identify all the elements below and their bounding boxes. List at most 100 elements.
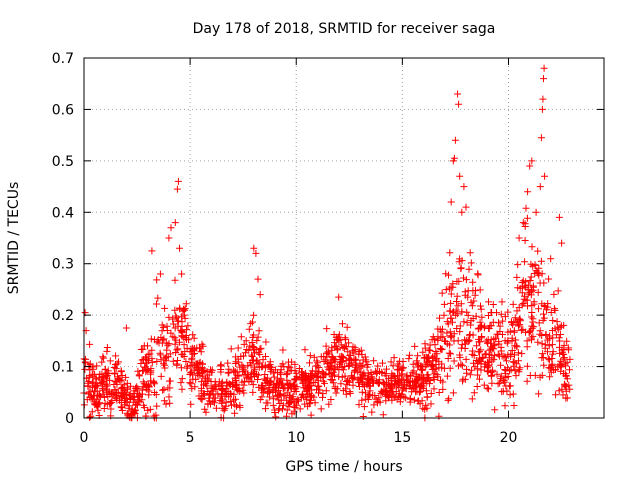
data-point (535, 264, 543, 272)
data-point (450, 154, 458, 162)
data-point (477, 366, 485, 374)
data-point (556, 343, 563, 351)
data-point (246, 359, 254, 367)
data-point (476, 318, 484, 326)
data-point (154, 294, 162, 302)
data-point (462, 276, 470, 284)
data-point (519, 300, 527, 307)
data-point (91, 401, 99, 409)
data-point (171, 324, 179, 332)
data-point (383, 365, 390, 373)
data-point (484, 339, 492, 347)
data-point (186, 379, 194, 387)
data-point (439, 333, 447, 341)
data-point (91, 370, 99, 378)
data-point (528, 313, 535, 321)
data-point (514, 261, 522, 269)
data-point (184, 322, 192, 330)
data-point (440, 311, 448, 319)
data-point (476, 286, 484, 294)
data-point (494, 350, 502, 358)
data-point (181, 314, 189, 322)
data-point (359, 372, 367, 380)
data-point (534, 288, 542, 296)
data-point (328, 344, 336, 352)
data-point (503, 387, 511, 395)
data-point (381, 370, 389, 378)
data-point (527, 291, 535, 299)
data-point (455, 277, 463, 285)
data-point (387, 358, 395, 366)
data-point (408, 388, 416, 396)
data-point (535, 271, 543, 279)
data-point (548, 341, 556, 349)
data-point (425, 374, 433, 382)
data-point (220, 406, 228, 414)
data-point (103, 347, 111, 355)
data-point (153, 300, 160, 308)
data-point (434, 373, 442, 381)
data-point (231, 409, 239, 417)
data-point (538, 371, 546, 379)
data-point (359, 361, 367, 369)
data-point (234, 344, 242, 352)
data-point (100, 405, 108, 412)
data-point (458, 208, 466, 216)
data-point (522, 278, 530, 286)
data-point (470, 389, 478, 397)
data-point (466, 331, 474, 338)
data-point (325, 366, 333, 374)
data-point (374, 378, 382, 386)
data-point (562, 372, 570, 380)
data-point (445, 349, 453, 357)
data-point (532, 208, 540, 216)
data-point (560, 354, 568, 362)
data-point (528, 322, 536, 330)
data-point (162, 339, 170, 347)
data-point (290, 381, 298, 389)
data-point (449, 389, 457, 397)
data-point (255, 327, 263, 335)
data-point (423, 359, 431, 367)
data-point (218, 397, 226, 405)
data-point (323, 349, 330, 357)
data-point (437, 346, 445, 354)
data-point (540, 310, 547, 318)
data-point (301, 346, 309, 354)
data-point (116, 377, 124, 385)
data-point (466, 371, 474, 379)
data-point (521, 282, 529, 290)
data-point (523, 362, 531, 370)
data-point (529, 283, 537, 291)
data-point (254, 333, 262, 341)
data-point (165, 393, 173, 401)
data-point (234, 355, 242, 363)
data-point (128, 392, 136, 400)
data-point (90, 398, 98, 406)
data-point (195, 359, 203, 367)
data-point (364, 393, 372, 401)
data-point (409, 384, 417, 392)
data-point (138, 367, 146, 374)
data-point (257, 344, 265, 352)
data-point (351, 367, 359, 375)
y-tick-label: 0.4 (52, 205, 74, 221)
data-point (475, 358, 483, 365)
data-point (383, 390, 390, 398)
data-point (466, 249, 474, 257)
data-point (463, 365, 471, 373)
data-point (274, 368, 281, 376)
data-point (276, 391, 284, 399)
data-point (409, 360, 417, 368)
data-point (443, 318, 451, 326)
plot-frame (83, 57, 605, 419)
data-point (327, 369, 335, 377)
data-point (484, 385, 492, 393)
data-point (244, 371, 251, 378)
data-point (510, 328, 518, 336)
data-point (515, 368, 523, 376)
data-point (489, 301, 497, 308)
data-point (245, 325, 253, 333)
data-point (509, 390, 517, 398)
data-point (429, 333, 437, 341)
